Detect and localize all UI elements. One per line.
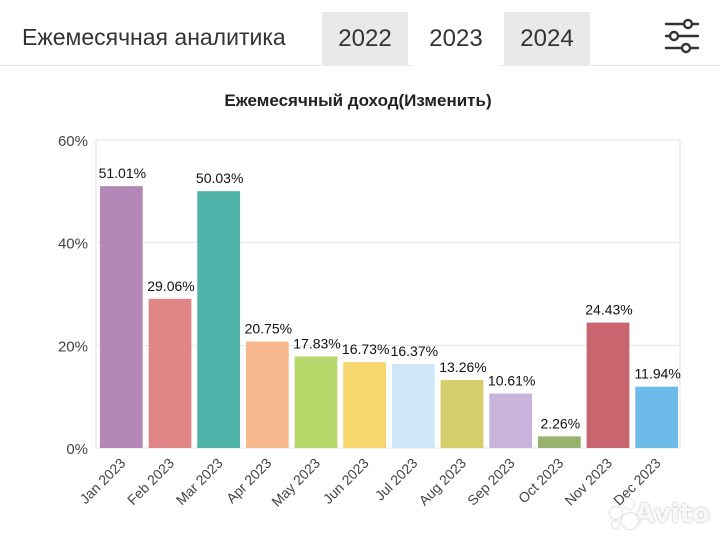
bar (489, 393, 533, 448)
bar (99, 186, 143, 448)
bar (294, 356, 338, 448)
data-label: 13.26% (439, 359, 486, 375)
bar (440, 379, 484, 448)
bar (148, 298, 192, 448)
data-label: 11.94% (634, 366, 680, 382)
data-label: 17.83% (293, 335, 340, 351)
data-label: 24.43% (585, 302, 632, 318)
tab-2022[interactable]: 2022 (322, 12, 408, 66)
bar (343, 362, 387, 448)
tab-2023[interactable]: 2023 (413, 12, 499, 66)
avito-dots-icon (610, 499, 638, 529)
data-label: 51.01% (99, 165, 146, 181)
app-header: Ежемесячная аналитика 2022 2023 2024 (0, 0, 720, 66)
y-tick-label: 40% (58, 236, 88, 253)
data-label: 50.03% (196, 170, 243, 186)
x-tick-label: Sep 2023 (464, 455, 518, 509)
data-label: 2.26% (540, 415, 580, 431)
chart-container: 0% 20% 40% 60% 51.01% Jan 2023 29.06% Feb 2023 5… (0, 80, 720, 540)
chart-title: Ежемесячный доход(Изменить) (224, 91, 491, 110)
data-label: 29.06% (147, 278, 194, 294)
data-label: 20.75% (245, 320, 292, 336)
bar (635, 386, 679, 448)
data-label: 16.37% (391, 343, 438, 359)
x-tick-label: Mar 2023 (173, 455, 226, 508)
x-tick-label: Feb 2023 (124, 455, 177, 508)
x-tick-label: Oct 2023 (515, 455, 567, 507)
bar (245, 341, 289, 448)
bar (197, 191, 241, 449)
x-tick-label: Jan 2023 (76, 455, 128, 507)
watermark-logo: Avito (610, 494, 710, 534)
y-tick-label: 0% (66, 441, 88, 458)
tab-2024[interactable]: 2024 (504, 12, 590, 66)
data-label: 10.61% (488, 373, 535, 389)
app-title: Ежемесячная аналитика (22, 24, 286, 50)
data-label: 16.73% (342, 341, 389, 357)
filter-button[interactable] (660, 14, 704, 58)
sliders-icon (664, 18, 700, 54)
x-tick-label: Nov 2023 (561, 455, 615, 509)
y-tick-label: 60% (58, 133, 88, 150)
y-tick-label: 20% (58, 338, 88, 355)
watermark-text: Avito (634, 499, 710, 529)
x-tick-label: May 2023 (268, 455, 323, 510)
x-tick-label: Aug 2023 (415, 455, 469, 509)
bar (391, 363, 435, 448)
x-tick-label: Jul 2023 (372, 455, 421, 504)
x-tick-label: Jun 2023 (320, 455, 372, 507)
x-tick-label: Apr 2023 (223, 455, 275, 507)
bar-chart: 0% 20% 40% 60% 51.01% Jan 2023 29.06% Feb 2023 5… (58, 91, 681, 510)
year-tabs: 2022 2023 2024 (322, 12, 595, 66)
bar (537, 436, 581, 448)
bar (586, 322, 630, 448)
